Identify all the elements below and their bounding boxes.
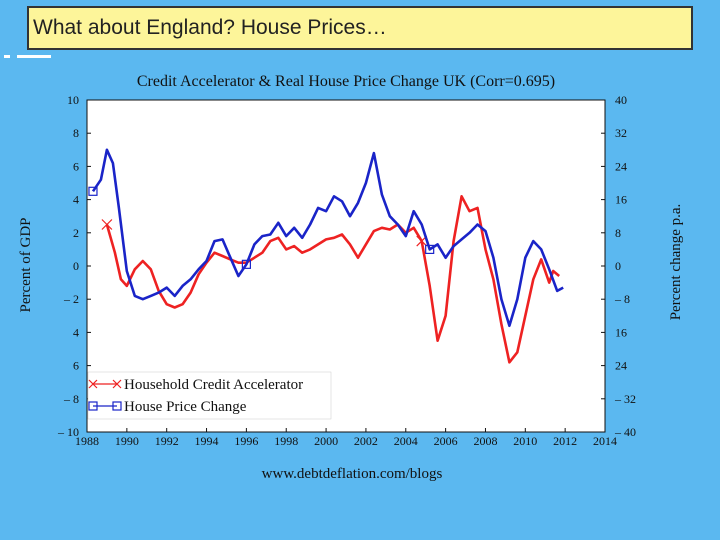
y-tick-label: – 8 xyxy=(63,392,79,406)
x-tick-label: 1990 xyxy=(115,434,139,448)
credit-accelerator-line xyxy=(105,195,561,364)
chart-title: Credit Accelerator & Real House Price Ch… xyxy=(137,73,555,90)
y2-tick-label: 24 xyxy=(615,359,627,373)
y-tick-label: 4 xyxy=(73,325,79,339)
slide-title: What about England? House Prices… xyxy=(27,6,693,50)
y-tick-label: 6 xyxy=(73,159,79,173)
x-tick-label: 1996 xyxy=(234,434,258,448)
x-tick-label: 2012 xyxy=(553,434,577,448)
x-tick-label: 2014 xyxy=(593,434,617,448)
footer-url: www.debtdeflation.com/blogs xyxy=(262,466,443,482)
y2-tick-label: 8 xyxy=(615,226,621,240)
square-marker xyxy=(425,244,435,254)
series-layer xyxy=(88,148,564,364)
y2-tick-label: – 40 xyxy=(614,425,636,439)
x-tick-label: 1994 xyxy=(195,434,219,448)
legend-box xyxy=(87,371,332,420)
y-tick-label: 6 xyxy=(73,359,79,373)
y2-tick-label: 0 xyxy=(615,259,621,273)
x-tick-label: 2008 xyxy=(473,434,497,448)
legend: Household Credit Accelerator House Price … xyxy=(87,371,332,420)
house-price-line xyxy=(91,148,564,328)
x-tick-label: 2010 xyxy=(513,434,537,448)
y-tick-label: – 10 xyxy=(57,425,79,439)
square-marker xyxy=(88,186,98,196)
y2-tick-label: 16 xyxy=(615,325,627,339)
legend-x-marker xyxy=(88,379,98,389)
axis-ticks: 1988 1990 1992 1994 1996 1998 2000 2002 2004 2006… xyxy=(57,93,636,448)
y-tick-label: 10 xyxy=(67,93,79,107)
legend-square-marker xyxy=(88,401,98,411)
x-tick-label: 1998 xyxy=(274,434,298,448)
y-tick-label: 8 xyxy=(73,126,79,140)
y-axis-label: Percent of GDP xyxy=(18,218,34,313)
decorative-dash xyxy=(4,55,10,58)
x-tick-label: 1992 xyxy=(155,434,179,448)
y2-tick-label: – 32 xyxy=(614,392,636,406)
y-tick-label: 4 xyxy=(73,193,79,207)
y2-tick-label: 32 xyxy=(615,126,627,140)
x-tick-label: 2002 xyxy=(354,434,378,448)
x-tick-label: 2006 xyxy=(434,434,458,448)
y2-axis-label: Percent change p.a. xyxy=(668,204,684,321)
square-marker xyxy=(241,259,251,269)
x-marker xyxy=(101,219,113,230)
x-tick-label: 1988 xyxy=(75,434,99,448)
legend-x-marker xyxy=(112,379,122,389)
y-tick-label: – 2 xyxy=(63,292,79,306)
y-tick-label: 0 xyxy=(73,259,79,273)
y2-tick-label: 24 xyxy=(615,159,627,173)
legend-square-marker xyxy=(112,401,122,411)
legend-label: House Price Change xyxy=(124,399,247,415)
y2-tick-label: 40 xyxy=(615,93,627,107)
y2-tick-label: – 8 xyxy=(614,292,630,306)
y-tick-label: 2 xyxy=(73,226,79,240)
legend-label: Household Credit Accelerator xyxy=(124,377,303,393)
decorative-dash xyxy=(17,55,51,58)
x-tick-label: 2004 xyxy=(394,434,418,448)
y2-tick-label: 16 xyxy=(615,193,627,207)
x-tick-label: 2000 xyxy=(314,434,338,448)
